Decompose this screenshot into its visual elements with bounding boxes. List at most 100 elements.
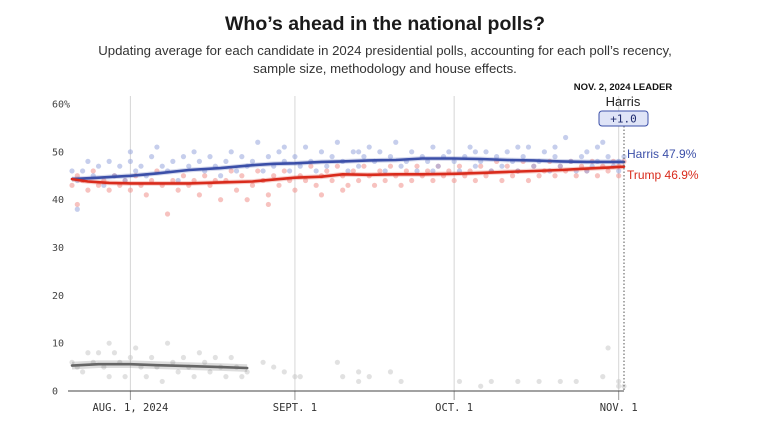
harris-poll-dot — [472, 163, 478, 169]
trump-poll-dot — [350, 168, 356, 174]
trump-average-line — [70, 165, 626, 185]
trump-poll-dot — [504, 163, 510, 169]
harris-poll-dot — [186, 163, 192, 169]
other-poll-dot — [133, 345, 139, 351]
trump-poll-dot — [345, 182, 351, 188]
harris-poll-dot — [292, 154, 298, 160]
trump-poll-dot — [191, 177, 197, 184]
y-tick-label: 20 — [52, 291, 64, 302]
trump-poll-dot — [472, 177, 478, 184]
trump-poll-dot — [170, 177, 176, 184]
trump-poll-dot — [377, 168, 383, 174]
trump-poll-dot — [536, 173, 542, 179]
leader-heading: NOV. 2, 2024 LEADER — [574, 82, 673, 93]
trump-poll-dot — [605, 168, 611, 174]
trump-poll-dot — [239, 173, 245, 179]
trump-poll-dot — [127, 187, 133, 193]
harris-poll-dot — [414, 168, 420, 174]
harris-poll-dot — [69, 168, 75, 174]
other-poll-dot — [149, 354, 155, 361]
harris-poll-dot — [515, 144, 521, 150]
trump-poll-dot — [106, 187, 112, 193]
trump-poll-dot — [143, 192, 149, 198]
other-poll-dot — [106, 340, 112, 346]
trump-poll-dot — [425, 168, 431, 174]
y-tick-label: 60% — [52, 100, 70, 111]
trump-poll-dot — [74, 201, 80, 208]
harris-poll-dot — [249, 158, 256, 164]
harris-poll-dot — [313, 168, 319, 174]
trump-poll-dot — [594, 173, 601, 179]
harris-poll-dot — [525, 144, 532, 150]
trump-poll-dot — [616, 173, 622, 179]
harris-poll-dot — [594, 144, 601, 150]
trump-poll-dot — [265, 192, 271, 198]
harris-poll-dot — [239, 154, 245, 160]
trump-poll-dot — [74, 173, 80, 179]
page-title: Who’s ahead in the national polls? — [225, 13, 545, 35]
trump-poll-dot — [382, 177, 388, 184]
trump-poll-dot — [85, 187, 91, 193]
harris-poll-dot — [350, 149, 356, 155]
uncertainty-bands — [72, 156, 624, 372]
x-tick-label: OCT. 1 — [435, 402, 473, 414]
harris-poll-dot — [584, 149, 590, 155]
other-poll-dot — [85, 350, 91, 356]
trump-poll-dot — [414, 163, 420, 169]
harris-poll-dot — [281, 144, 287, 150]
trump-poll-dot — [164, 211, 171, 217]
harris-poll-dot — [430, 144, 436, 150]
harris-poll-dot — [175, 177, 181, 184]
other-poll-dot — [191, 374, 197, 380]
harris-poll-dot — [318, 149, 325, 155]
other-poll-dot — [127, 354, 133, 361]
other-poll-dot — [80, 369, 86, 375]
harris-poll-dot — [117, 163, 123, 169]
harris-poll-dot — [260, 168, 266, 174]
trump-poll-dot — [175, 187, 181, 193]
average-lines — [70, 157, 626, 370]
harris-poll-dot — [106, 158, 112, 164]
harris-poll-dot — [329, 154, 335, 160]
other-poll-dot — [600, 374, 606, 380]
page-subtitle: Updating average for each candidate in 2… — [98, 43, 672, 76]
harris-poll-dot — [159, 163, 165, 169]
trump-poll-dot — [218, 197, 224, 203]
other-poll-dot — [356, 378, 362, 385]
trump-poll-dot — [578, 163, 585, 169]
other-poll-dot — [616, 378, 622, 385]
y-tick-label: 40 — [52, 195, 64, 206]
harris-poll-dot — [345, 168, 351, 174]
leader-annotation: NOV. 2, 2024 LEADER Harris +1.0 — [574, 82, 673, 127]
trump-poll-dot — [451, 177, 457, 184]
harris-poll-dot — [74, 206, 80, 212]
harris-poll-dot — [356, 149, 362, 155]
harris-poll-dot — [605, 154, 611, 160]
harris-poll-dot — [302, 144, 309, 150]
y-tick-label: 50 — [52, 147, 64, 158]
other-poll-dot — [340, 374, 346, 380]
other-poll-dot — [536, 378, 542, 385]
trump-poll-dot — [196, 192, 202, 198]
x-tick-label: NOV. 1 — [600, 402, 638, 414]
other-poll-dot — [557, 378, 563, 385]
trump-poll-dot — [446, 168, 452, 174]
harris-poll-dot — [499, 163, 505, 169]
trump-poll-dot — [340, 187, 346, 193]
trump-poll-dot — [302, 177, 309, 184]
harris-poll-dot — [223, 158, 229, 164]
other-poll-dot — [196, 350, 202, 356]
harris-poll-dot — [435, 163, 441, 169]
harris-label: Harris 47.9% — [627, 147, 697, 161]
harris-poll-dot — [456, 168, 463, 174]
other-poll-dot — [334, 359, 340, 365]
other-poll-dot — [101, 364, 107, 370]
harris-poll-dot — [255, 139, 261, 145]
trump-poll-dot — [371, 182, 378, 188]
other-poll-dot — [212, 354, 218, 361]
harris-poll-dot — [616, 168, 622, 174]
harris-poll-dot — [170, 158, 176, 164]
other-poll-dot — [111, 350, 118, 356]
trump-poll-dot — [409, 177, 415, 184]
trump-poll-dot — [255, 168, 261, 174]
